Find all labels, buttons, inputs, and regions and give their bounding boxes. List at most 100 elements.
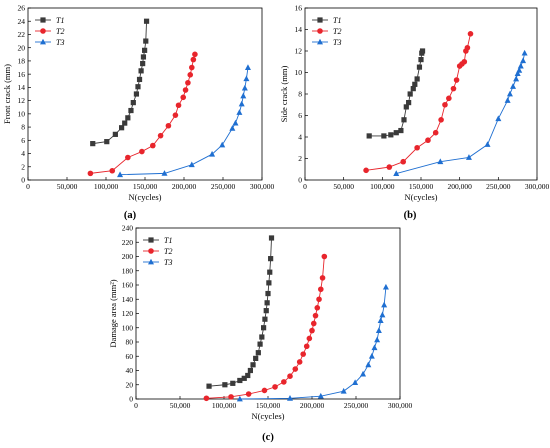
data-point [287, 394, 293, 401]
data-point [236, 109, 243, 115]
y-tick-label: 8 [298, 90, 302, 99]
data-point [272, 384, 278, 390]
series-line [369, 50, 423, 137]
data-point [180, 94, 187, 101]
series-T1 [366, 48, 426, 139]
series-T2 [363, 31, 474, 174]
y-tick-label: 40 [126, 366, 134, 375]
data-point [203, 395, 210, 402]
x-axis-title: N(cycles) [404, 192, 437, 202]
legend-marker [40, 28, 46, 34]
data-point [418, 57, 424, 63]
data-point [157, 132, 164, 139]
y-tick-label: 2 [298, 154, 302, 163]
y-tick-label: 6 [21, 136, 25, 145]
data-point [309, 327, 315, 334]
data-point [206, 383, 212, 389]
data-point [122, 120, 128, 126]
data-point [450, 85, 457, 92]
data-point [228, 394, 234, 400]
data-point [382, 283, 389, 290]
x-tick-label: 50,000 [170, 401, 191, 410]
data-point [185, 79, 191, 86]
data-point [130, 100, 136, 106]
data-point [296, 359, 303, 365]
data-point [446, 95, 452, 102]
data-point [139, 148, 145, 155]
series-T3 [117, 64, 251, 178]
legend-marker [317, 38, 323, 45]
x-tick-label: 200,000 [300, 401, 325, 410]
data-point [140, 60, 146, 67]
data-point [245, 391, 252, 397]
series-line [396, 53, 526, 174]
x-tick-label: 250,000 [211, 182, 236, 191]
data-point [253, 355, 259, 361]
data-point [263, 308, 269, 314]
data-point [437, 158, 444, 165]
data-point [510, 83, 517, 89]
data-point [374, 336, 381, 343]
data-point [360, 370, 367, 377]
data-point [259, 334, 265, 340]
data-point [514, 70, 521, 76]
data-point [244, 64, 251, 70]
data-point [414, 76, 420, 82]
y-tick-label: 18 [18, 57, 26, 66]
legend: T1 T2 T3 [35, 16, 64, 47]
data-point [506, 90, 513, 97]
y-tick-label: 200 [122, 252, 134, 261]
legend-label: T2 [56, 27, 64, 36]
data-point [109, 167, 116, 174]
data-point [388, 132, 394, 138]
data-point [238, 100, 245, 107]
y-tick-label: 14 [295, 25, 303, 34]
data-point [393, 130, 399, 136]
y-tick-label: 240 [122, 224, 134, 233]
data-point [257, 341, 263, 347]
data-point [268, 256, 274, 262]
data-point [438, 117, 444, 123]
data-point [265, 290, 271, 297]
data-point [425, 137, 431, 144]
data-point [381, 133, 387, 139]
data-point [379, 311, 386, 318]
legend-marker [40, 17, 46, 23]
data-point [316, 296, 322, 303]
data-point [303, 343, 310, 350]
data-point [125, 154, 131, 161]
data-point [188, 161, 195, 168]
y-tick-label: 180 [122, 266, 134, 275]
x-tick-label: 100,000 [370, 182, 395, 191]
data-point [165, 122, 172, 129]
data-point [125, 115, 131, 121]
data-point [377, 317, 384, 324]
x-axis-title: N(cycles) [251, 411, 284, 421]
y-tick-label: 24 [18, 17, 26, 26]
data-point [261, 325, 267, 331]
series-T2 [203, 253, 328, 402]
legend-label: T2 [164, 247, 172, 256]
data-point [406, 100, 412, 106]
y-axis-title: Damage area (mm²) [108, 279, 118, 347]
data-point [412, 81, 418, 87]
data-point [398, 127, 404, 134]
data-point [128, 107, 134, 114]
data-point [340, 387, 347, 394]
panel-label: (b) [404, 210, 417, 221]
data-point [403, 104, 409, 110]
y-tick-label: 12 [295, 47, 303, 56]
data-point [222, 382, 228, 388]
data-point [138, 68, 144, 74]
data-point [393, 170, 400, 176]
chart-panel-c: 0 50,000 100,000 150,000 200,000 250,000 300,0… [108, 224, 412, 443]
legend-label: T2 [333, 27, 341, 36]
x-tick-label: 250,000 [344, 401, 369, 410]
y-tick-label: 0 [298, 176, 302, 185]
y-tick-label: 8 [21, 123, 25, 132]
legend-marker [317, 28, 323, 34]
data-point [261, 387, 268, 394]
data-point [243, 75, 250, 82]
legend-label: T3 [164, 258, 172, 267]
data-point [161, 170, 168, 176]
